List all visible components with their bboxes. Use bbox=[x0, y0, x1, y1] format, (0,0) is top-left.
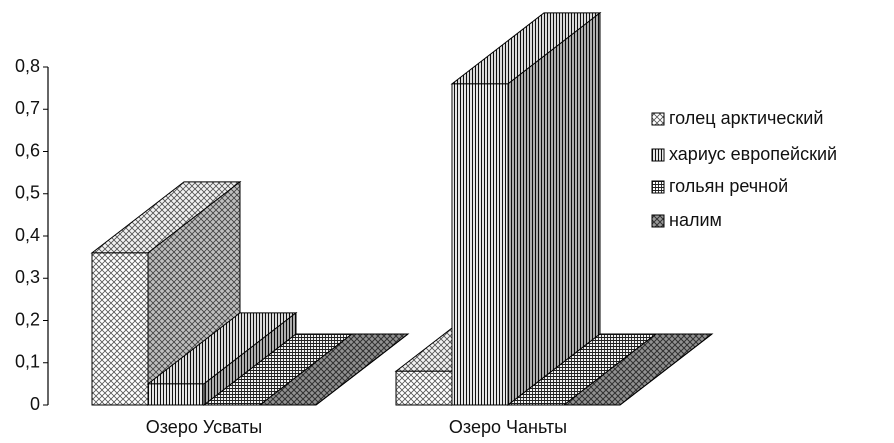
legend-label: налим bbox=[669, 210, 722, 230]
bar bbox=[562, 333, 714, 406]
y-tick-label: 0,3 bbox=[15, 267, 40, 287]
x-tick-label: Озеро Усваты bbox=[146, 417, 262, 437]
y-tick-label: 0,7 bbox=[15, 98, 40, 118]
legend-label: гольян речной bbox=[669, 176, 788, 196]
y-tick-label: 0,2 bbox=[15, 309, 40, 329]
bar bbox=[258, 333, 410, 406]
y-tick-label: 0 bbox=[30, 394, 40, 414]
bar bbox=[90, 180, 242, 407]
y-tick-label: 0,6 bbox=[15, 140, 40, 160]
legend-swatch bbox=[651, 214, 665, 228]
y-tick-label: 0,8 bbox=[15, 56, 40, 76]
legend-swatch bbox=[651, 180, 665, 194]
legend-label: хариус европейский bbox=[669, 144, 837, 164]
legend-swatch bbox=[651, 112, 665, 126]
legend-swatch bbox=[651, 148, 665, 162]
y-tick-label: 0,1 bbox=[15, 352, 40, 372]
bar bbox=[146, 311, 298, 407]
legend-label: голец арктический bbox=[669, 108, 823, 128]
y-tick-label: 0,5 bbox=[15, 183, 40, 203]
x-tick-label: Озеро Чаньты bbox=[449, 417, 567, 437]
y-tick-label: 0,4 bbox=[15, 225, 40, 245]
bar bbox=[450, 11, 602, 407]
